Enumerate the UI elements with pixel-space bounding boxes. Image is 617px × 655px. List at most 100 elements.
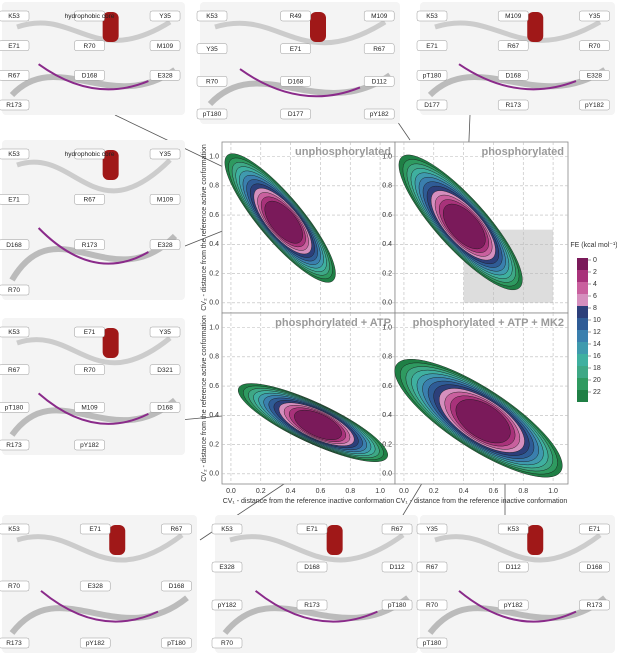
residue-label: E328 (157, 242, 173, 249)
label-box (0, 439, 30, 451)
label-box (497, 70, 529, 81)
residue-label: R67 (8, 367, 20, 374)
y-tick-label: 0.0 (382, 300, 392, 307)
x-tick-label: 0.2 (429, 488, 439, 495)
helix (326, 525, 343, 555)
structure: K53 E71 Y35 R67 R70 D321 pT180 M109 D168 R173 pY18… (0, 318, 185, 455)
label-box (497, 599, 529, 611)
residue-label: R70 (8, 287, 20, 294)
residue-label: E328 (157, 73, 173, 80)
label-box (149, 148, 181, 160)
residue-label: E328 (219, 564, 235, 571)
colorbar-swatch (577, 294, 588, 306)
colorbar-label: 22 (593, 389, 601, 396)
residue-label: R70 (8, 583, 20, 590)
label-box (0, 10, 30, 22)
ribbon (9, 233, 178, 282)
ribbon (207, 72, 392, 107)
label-box (0, 637, 30, 649)
label-box (0, 239, 30, 250)
label-box (296, 561, 328, 573)
y-tick-label: 0.8 (382, 354, 392, 361)
label-box (149, 364, 181, 375)
colorbar-swatch (577, 330, 588, 342)
residue-label: R70 (426, 602, 438, 609)
label-box (416, 523, 448, 535)
label-box (381, 523, 413, 535)
x-tick-label: 0.6 (489, 488, 499, 495)
helix (102, 328, 119, 358)
label-box (0, 70, 30, 81)
label-box (497, 523, 529, 535)
residue-label: M109 (371, 13, 388, 20)
helix (527, 525, 544, 555)
label-box (196, 43, 228, 54)
panel-title: unphosphorylated (295, 146, 391, 158)
label-box (149, 70, 181, 81)
panel-title: phosphorylated + ATP (275, 317, 391, 329)
residue-label: R70 (206, 79, 218, 86)
label-box (416, 10, 448, 22)
ribbon (434, 533, 602, 563)
label-box (363, 108, 395, 120)
label-box (579, 10, 610, 22)
y-tick-label: 0.8 (382, 183, 392, 190)
residue-label: R173 (82, 242, 98, 249)
residue-label: E71 (589, 526, 601, 533)
ribbon (9, 595, 189, 635)
residue-label: R67 (373, 46, 385, 53)
label-box (0, 523, 30, 535)
residue-label: E71 (8, 197, 20, 204)
residue-label: E71 (290, 46, 302, 53)
x-axis-label: CV₁ - distance from the reference inacti… (223, 498, 395, 505)
contour-level (264, 200, 303, 244)
x-tick-label: 1.0 (375, 488, 385, 495)
label-box (74, 402, 105, 413)
label-box (79, 523, 111, 535)
structure: K53 R49 M109 Y35 E71 R67 R70 D168 D112 pT180 D177 p… (196, 2, 400, 124)
residue-label: R173 (6, 640, 22, 647)
residue-label: E328 (587, 73, 603, 80)
colorbar-label: 14 (593, 341, 601, 348)
y-tick-label: 0.0 (382, 471, 392, 478)
residue-label: Y35 (206, 46, 218, 53)
residue-label: E328 (88, 583, 104, 590)
label-box (211, 637, 243, 649)
colorbar-label: 18 (593, 365, 601, 372)
residue-label: D168 (82, 73, 98, 80)
label-box (74, 194, 105, 205)
residue-label: K53 (8, 151, 20, 158)
colorbar-swatch (577, 342, 588, 354)
residue-label: K53 (206, 13, 218, 20)
y-tick-label: 1.0 (209, 324, 219, 331)
label-box (0, 40, 30, 51)
y-tick-label: 0.6 (209, 212, 219, 219)
x-tick-label: 0.8 (345, 488, 355, 495)
y-tick-label: 0.8 (209, 354, 219, 361)
residue-label: D177 (424, 102, 440, 109)
residue-label: pT180 (203, 111, 222, 118)
colorbar-label: 6 (593, 293, 597, 300)
residue-label: D168 (587, 564, 603, 571)
label-box (149, 194, 181, 205)
label-box (74, 364, 105, 375)
residue-label: pY182 (80, 442, 99, 449)
ribbon (16, 158, 172, 194)
residue-label: R173 (505, 102, 521, 109)
x-tick-label: 0.2 (256, 488, 266, 495)
colorbar-label: 10 (593, 317, 601, 324)
label-box (74, 239, 105, 250)
y-tick-label: 1.0 (382, 324, 392, 331)
label-box (0, 402, 30, 413)
label-box (497, 10, 529, 22)
y-tick-label: 1.0 (382, 153, 392, 160)
residue-label: R70 (221, 640, 233, 647)
y-axis-label: CV₂ - distance from the reference active… (201, 315, 208, 482)
colorbar-swatch (577, 366, 588, 378)
residue-label: D112 (390, 564, 405, 571)
residue-label: K53 (507, 526, 519, 533)
residue-label: D168 (304, 564, 320, 571)
label-box (196, 108, 228, 120)
colorbar-label: 12 (593, 329, 601, 336)
label-box (74, 70, 105, 81)
